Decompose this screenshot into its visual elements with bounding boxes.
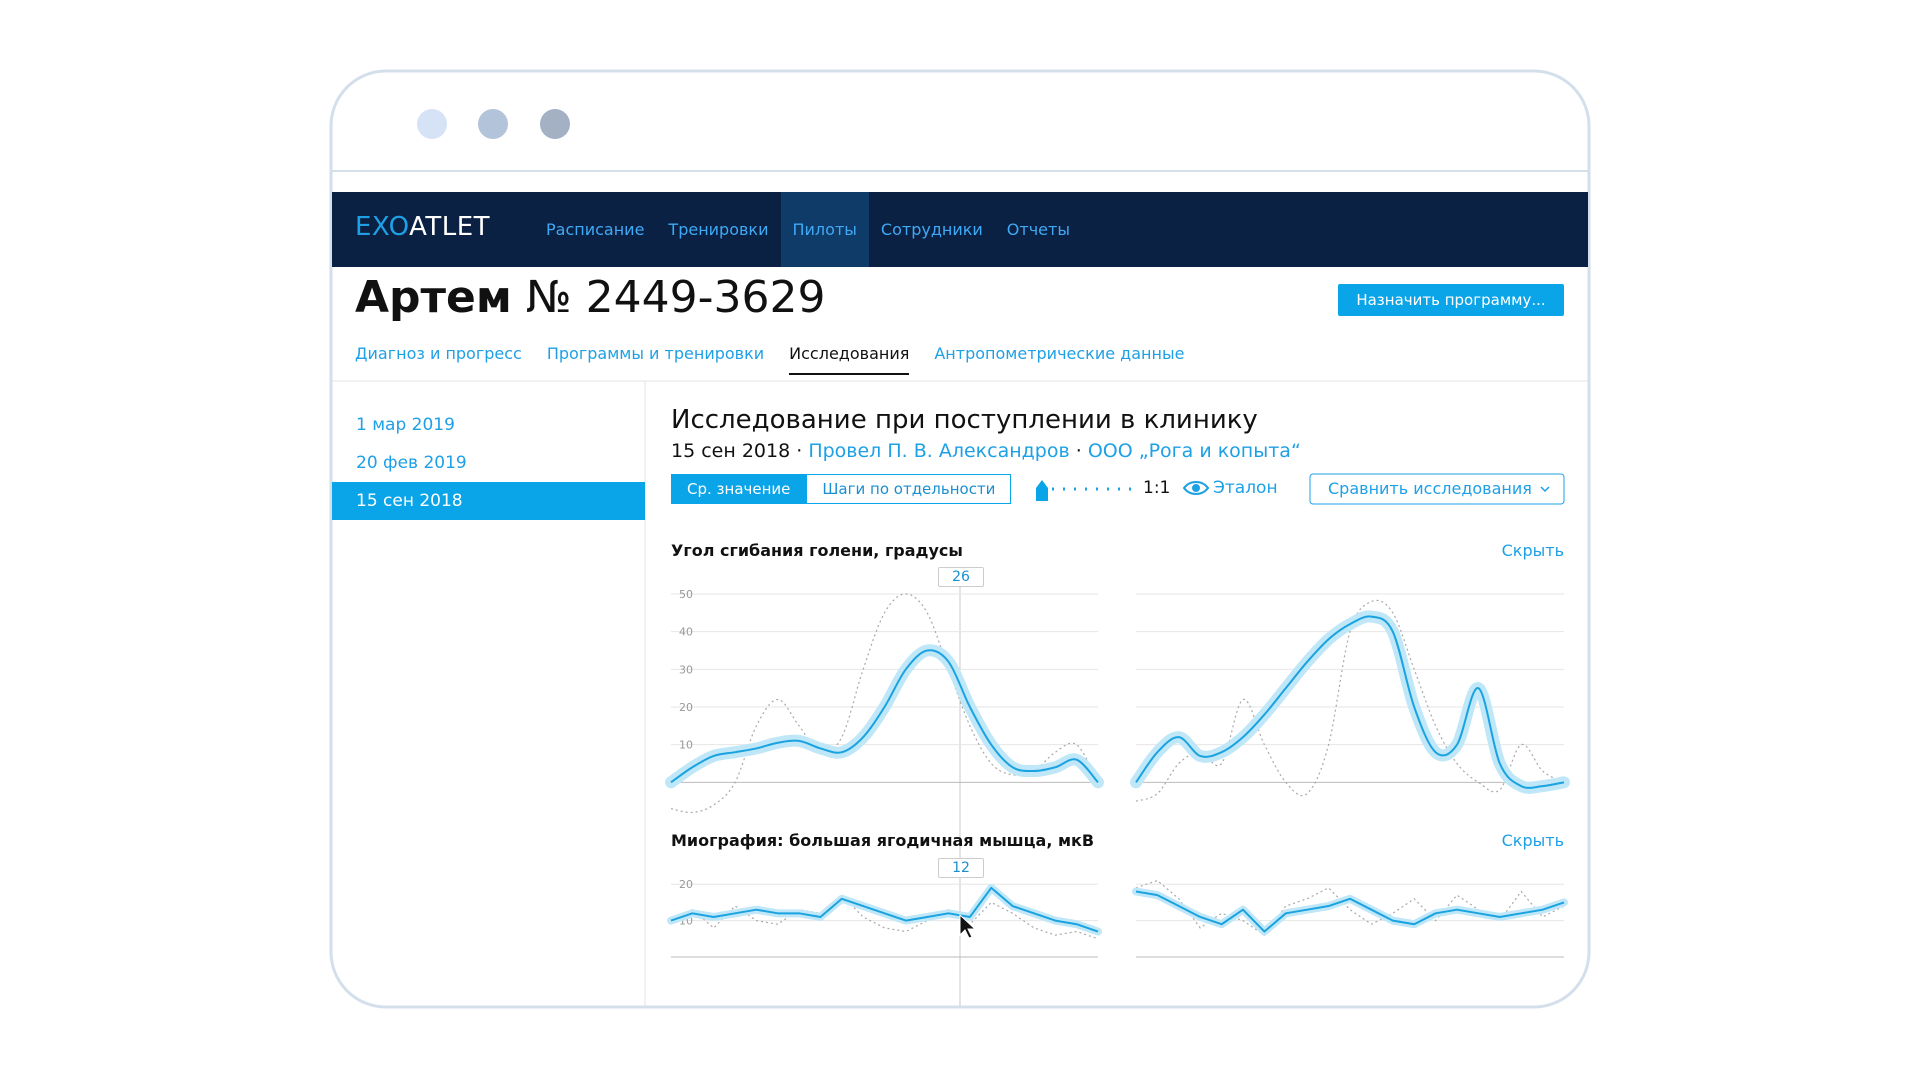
study-date-item[interactable]: 1 мар 2019 [356,415,455,435]
toggle-button[interactable]: Ср. значение [671,474,807,504]
mouse-cursor [959,913,977,939]
study-date: 15 сен 2018 [671,440,791,462]
separator: · [796,440,803,462]
cursor-value: 26 [938,567,984,587]
nav-item[interactable]: Пилоты [780,192,869,267]
chart-title: Угол сгибания голени, градусы [671,541,963,560]
study-meta: 15 сен 2018 · Провел П. В. Александров ·… [671,440,1301,462]
y-tick-label: 50 [679,588,693,601]
nav-item[interactable]: Сотрудники [880,220,983,239]
nav-bar: EXOATLET Расписание Тренировки Пилоты Сотру… [332,192,1588,267]
mean-line [670,649,1099,784]
reference-toggle[interactable]: Эталон [1213,478,1278,498]
tab[interactable]: Антропометрические данные [934,344,1185,363]
nav-item[interactable]: Тренировки [668,220,769,239]
eye-icon [1182,481,1210,495]
reference-line [670,593,1099,814]
y-tick-label: 10 [679,739,693,752]
window-dot[interactable] [540,109,570,139]
scale-slider[interactable] [1036,480,1133,501]
mean-line [1135,890,1565,933]
tabs: Диагноз и прогресс Программы и тренировки… [355,344,1184,375]
patient-name: Артем [355,272,512,323]
compare-dropdown[interactable] [1309,473,1565,505]
logo[interactable]: EXOATLET [355,212,490,242]
reference-line [1135,599,1565,802]
slider-handle[interactable] [1036,480,1048,501]
tab[interactable]: Исследования [789,344,910,375]
separator: · [1075,440,1082,462]
patient-number: № 2449-3629 [525,272,826,323]
window-dot[interactable] [417,109,447,139]
mean-line [1135,615,1565,789]
window-dot[interactable] [478,109,508,139]
scale-label: 1:1 [1143,478,1171,498]
tab[interactable]: Программы и тренировки [546,344,765,363]
toggle-button[interactable]: Шаги по отдельности [806,474,1012,504]
y-tick-label: 40 [679,626,693,639]
mean-line [670,886,1099,933]
logo-accent: EXO [355,212,410,242]
assign-button[interactable]: Назначить программу... [1338,284,1564,316]
view-toggle: Ср. значение Шаги по отдельности [671,474,1012,504]
study-title: Исследование при поступлении в клинику [671,405,1258,435]
hide-link[interactable]: Скрыть [1501,831,1564,850]
nav-item[interactable]: Отчеты [1006,220,1070,239]
patient-title: Артем № 2449-3629 [355,272,825,323]
nav-menu: Расписание Тренировки Пилоты Сотрудники Отче… [534,192,1082,267]
nav-item[interactable]: Расписание [546,220,645,239]
y-tick-label: 30 [679,663,693,676]
chart-title: Миография: большая ягодичная мышца, мкВ [671,831,1095,850]
logo-rest: ATLET [409,212,491,242]
cursor-value: 12 [938,858,984,878]
study-date-item[interactable]: 20 фев 2019 [356,453,467,473]
study-doctor[interactable]: Провел П. В. Александров [808,440,1070,462]
y-tick-label: 20 [679,878,693,891]
study-org[interactable]: ООО „Рога и копыта“ [1087,440,1301,462]
tab[interactable]: Диагноз и прогресс [355,344,522,363]
compare-label[interactable]: Сравнить исследования [1328,479,1532,498]
study-date-item[interactable]: 15 сен 2018 [332,482,645,520]
dropdown-chevron [1540,486,1550,493]
y-tick-label: 20 [679,701,693,714]
hide-link[interactable]: Скрыть [1501,541,1564,560]
